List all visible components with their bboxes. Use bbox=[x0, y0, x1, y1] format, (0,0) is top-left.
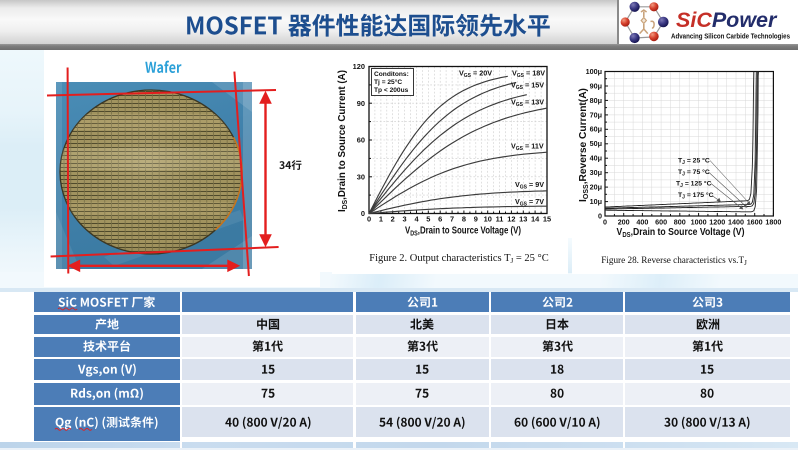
svg-text:10μ: 10μ bbox=[590, 197, 602, 206]
svg-text:11: 11 bbox=[496, 215, 504, 224]
svg-text:60μ: 60μ bbox=[590, 125, 602, 134]
svg-text:20μ: 20μ bbox=[590, 183, 602, 192]
svg-text:0: 0 bbox=[598, 211, 602, 220]
svg-text:80μ: 80μ bbox=[590, 96, 602, 105]
svg-text:3: 3 bbox=[403, 215, 407, 224]
svg-text:Tj = 25°C: Tj = 25°C bbox=[374, 78, 402, 86]
svg-text:90: 90 bbox=[357, 99, 365, 108]
svg-text:90μ: 90μ bbox=[590, 81, 602, 90]
svg-text:VGS = 11V: VGS = 11V bbox=[511, 142, 544, 153]
svg-text:1200: 1200 bbox=[709, 218, 725, 227]
svg-text:0: 0 bbox=[367, 215, 371, 224]
svg-text:1600: 1600 bbox=[747, 218, 763, 227]
svg-text:Conditons:: Conditons: bbox=[374, 71, 409, 78]
svg-text:IDS,Drain to Source Current (A: IDS,Drain to Source Current (A) bbox=[337, 70, 349, 212]
svg-text:400: 400 bbox=[636, 218, 648, 227]
svg-text:50μ: 50μ bbox=[590, 139, 602, 148]
svg-text:14: 14 bbox=[531, 215, 540, 224]
svg-text:IOSS,Reverse Current(A): IOSS,Reverse Current(A) bbox=[578, 88, 590, 202]
svg-text:1: 1 bbox=[379, 215, 383, 224]
svg-text:1400: 1400 bbox=[728, 218, 744, 227]
svg-text:Advancing Silicon Carbide Tech: Advancing Silicon Carbide Technologies bbox=[671, 32, 790, 41]
svg-text:30μ: 30μ bbox=[590, 168, 602, 177]
svg-text:200: 200 bbox=[618, 218, 630, 227]
svg-text:600: 600 bbox=[655, 218, 667, 227]
svg-text:VDS,Drain to Source Voltage (V: VDS,Drain to Source Voltage (V) bbox=[405, 225, 521, 238]
svg-text:60: 60 bbox=[357, 136, 365, 145]
svg-text:30: 30 bbox=[357, 172, 365, 181]
svg-text:1800: 1800 bbox=[765, 218, 781, 227]
svg-text:4: 4 bbox=[414, 215, 419, 224]
svg-text:TJ = 125 °C: TJ = 125 °C bbox=[676, 180, 712, 189]
svg-text:13: 13 bbox=[519, 215, 527, 224]
svg-text:TJ = 75 °C: TJ = 75 °C bbox=[678, 168, 710, 177]
svg-text:9: 9 bbox=[474, 215, 478, 224]
svg-text:Tp < 200us: Tp < 200us bbox=[374, 87, 409, 94]
svg-text:SiCPower: SiCPower bbox=[676, 8, 778, 32]
svg-text:40μ: 40μ bbox=[590, 154, 602, 163]
svg-text:2: 2 bbox=[391, 215, 395, 224]
svg-text:8: 8 bbox=[462, 215, 466, 224]
svg-text:800: 800 bbox=[674, 218, 686, 227]
svg-text:VGS = 15V: VGS = 15V bbox=[511, 81, 544, 92]
svg-text:VGS = 20V: VGS = 20V bbox=[459, 69, 492, 80]
svg-text:VGS = 13V: VGS = 13V bbox=[511, 98, 544, 109]
svg-text:VDS,Drain to Source Voltage (V: VDS,Drain to Source Voltage (V) bbox=[617, 226, 745, 239]
svg-text:15: 15 bbox=[543, 215, 551, 224]
svg-text:VGS = 18V: VGS = 18V bbox=[512, 69, 545, 80]
svg-text:7: 7 bbox=[450, 215, 454, 224]
svg-text:6: 6 bbox=[438, 215, 442, 224]
svg-text:1000: 1000 bbox=[691, 218, 707, 227]
svg-text:TJ = 25 °C: TJ = 25 °C bbox=[678, 157, 710, 166]
svg-text:100μ: 100μ bbox=[586, 67, 602, 76]
svg-text:10: 10 bbox=[484, 215, 492, 224]
svg-text:0: 0 bbox=[603, 218, 607, 227]
svg-text:0: 0 bbox=[361, 209, 365, 218]
svg-text:12: 12 bbox=[507, 215, 515, 224]
svg-text:VGS = 7V: VGS = 7V bbox=[515, 197, 544, 208]
svg-text:TJ = 175 °C: TJ = 175 °C bbox=[678, 191, 714, 200]
svg-text:VGS = 9V: VGS = 9V bbox=[515, 180, 544, 191]
svg-text:120: 120 bbox=[353, 62, 365, 71]
svg-text:70μ: 70μ bbox=[590, 110, 602, 119]
svg-text:5: 5 bbox=[426, 215, 430, 224]
